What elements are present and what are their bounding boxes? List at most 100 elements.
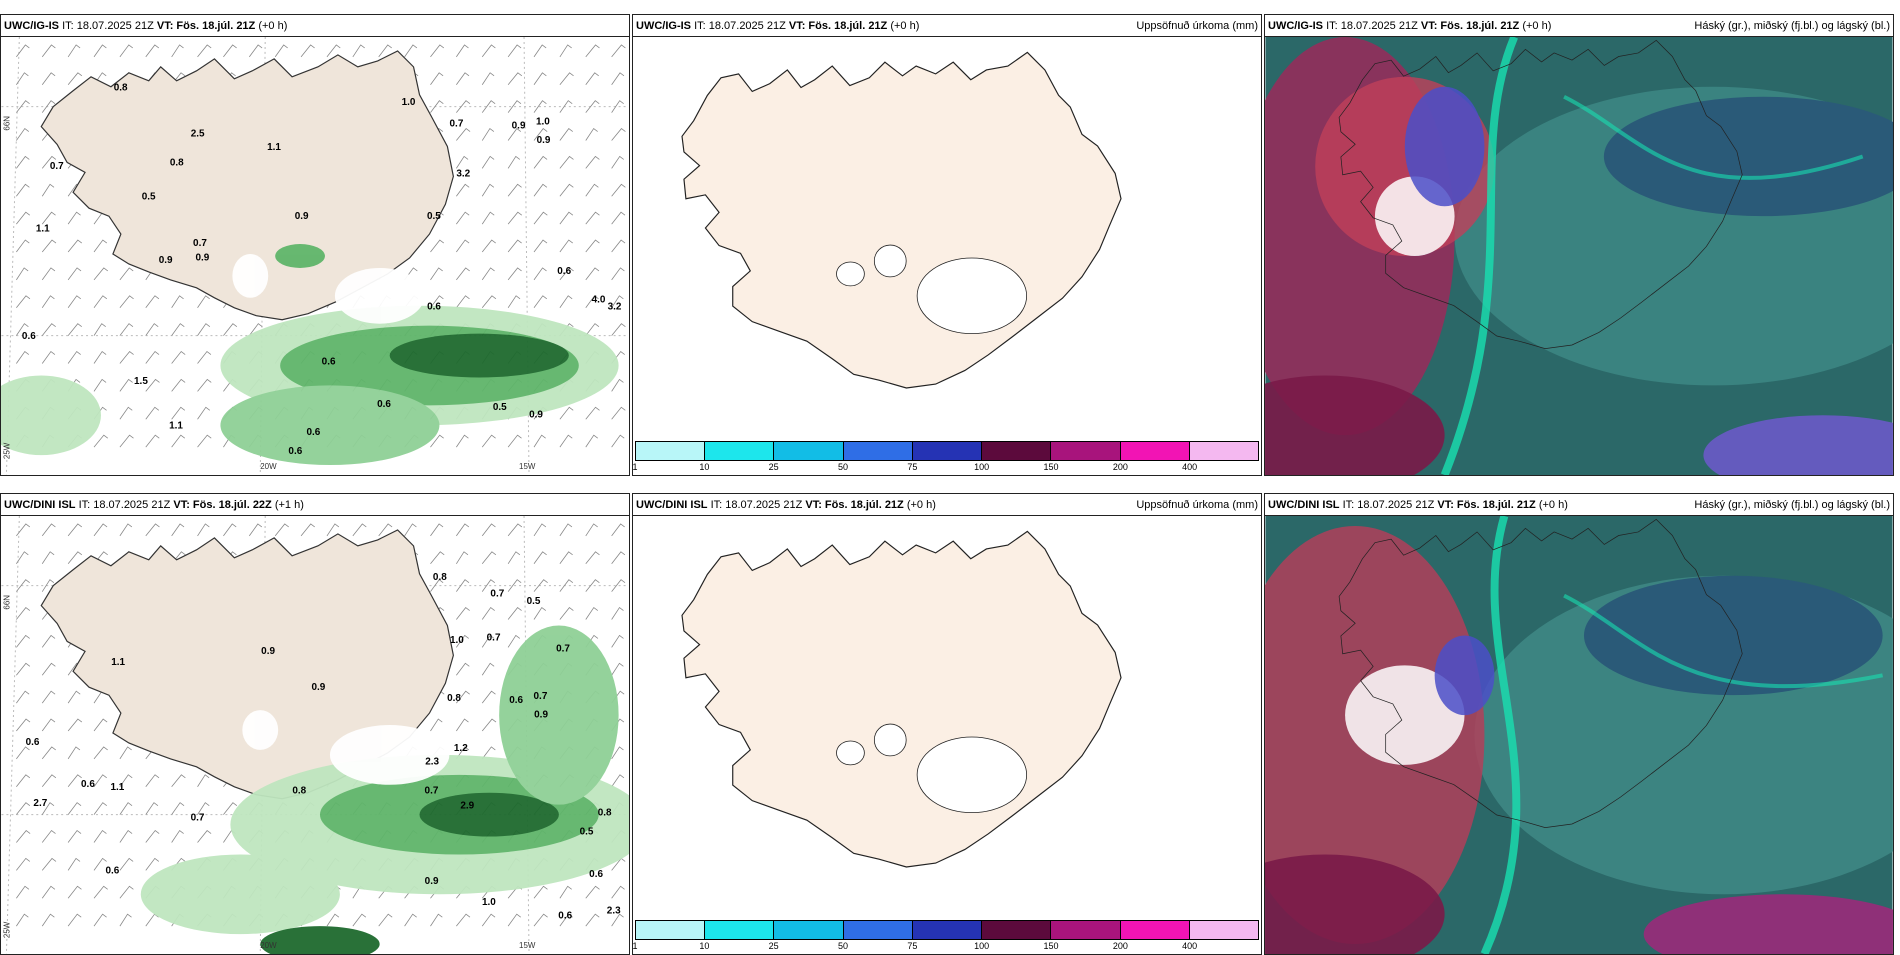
wind-barb — [145, 323, 159, 336]
wind-barb — [456, 128, 471, 141]
wind-barb — [41, 690, 56, 704]
wind-barb — [93, 323, 106, 336]
wind-barb — [67, 802, 82, 815]
wind-barb — [67, 551, 83, 565]
wind-barb — [171, 351, 186, 364]
wind-barb — [611, 295, 624, 308]
wind-barb — [119, 295, 134, 309]
legend-tick: 50 — [837, 941, 849, 951]
wind-barb — [93, 350, 107, 364]
wind-barb — [559, 183, 574, 197]
wind-barb — [67, 774, 82, 788]
wind-barb — [41, 267, 56, 281]
wind-barb — [611, 155, 624, 169]
wind-barb — [16, 72, 29, 86]
wind-barb — [585, 607, 599, 620]
wind-barb — [16, 662, 31, 676]
precip-value-label: 0.9 — [195, 252, 209, 263]
wind-barb — [326, 44, 341, 58]
precip-value-label: 0.9 — [529, 410, 543, 421]
wind-barb — [223, 523, 237, 537]
map-canvas — [1265, 516, 1893, 954]
wind-barb — [404, 44, 418, 58]
map-canvas — [633, 37, 1261, 475]
wind-barb — [16, 267, 29, 281]
panel-clouds-dini: UWC/DINI ISL IT: 18.07.2025 21Z VT: Fös.… — [1264, 493, 1894, 955]
wind-barb — [533, 155, 548, 169]
wind-barb — [41, 857, 57, 871]
model-name: UWC/IG-IS — [636, 19, 691, 32]
wind-barb — [378, 523, 393, 537]
wind-barb — [559, 100, 573, 113]
wind-barb — [16, 774, 31, 788]
wind-barb — [585, 434, 599, 448]
wind-barb — [507, 523, 523, 537]
precip-value-label: 1.1 — [169, 420, 183, 431]
panel-accum-precip-dini: UWC/DINI ISL IT: 18.07.2025 21Z VT: Fös.… — [632, 493, 1262, 955]
lead-time: (+1 h) — [274, 498, 304, 511]
precip-value-label: 0.7 — [450, 119, 464, 130]
legend-swatch — [982, 442, 1052, 460]
wind-barb — [145, 351, 160, 364]
wind-barb — [16, 634, 30, 648]
wind-barb — [611, 406, 626, 420]
wind-barb — [67, 351, 81, 364]
wind-barb — [41, 579, 55, 592]
wind-barb — [16, 857, 31, 871]
wind-barb — [481, 551, 497, 565]
wind-barb — [16, 802, 31, 815]
wind-barb — [171, 774, 186, 788]
wind-barb — [248, 323, 263, 336]
wind-barb — [16, 44, 30, 58]
wind-barb — [456, 239, 470, 253]
wind-barb — [41, 718, 56, 732]
wind-barb — [223, 44, 237, 58]
precip-value-label: 0.9 — [312, 682, 326, 693]
wind-barb — [67, 267, 82, 281]
wind-barb — [611, 44, 626, 58]
precip-value-label: 0.6 — [377, 399, 391, 410]
legend-tick: 200 — [1112, 462, 1128, 472]
wind-barb — [430, 267, 443, 281]
wind-barb — [93, 434, 109, 448]
wind-barb — [559, 523, 573, 537]
wind-barb — [456, 607, 470, 620]
wind-barb — [171, 295, 184, 308]
wind-barb — [41, 913, 55, 927]
wind-barb — [533, 551, 547, 565]
wind-barb — [41, 551, 55, 565]
wind-barb — [611, 774, 625, 787]
wind-barb — [611, 323, 626, 336]
wind-barb — [119, 378, 133, 392]
wind-barb — [507, 434, 522, 448]
wind-barb — [456, 100, 471, 113]
legend-tick: 150 — [1043, 462, 1059, 472]
wind-barb — [16, 211, 31, 225]
wind-barb — [585, 551, 600, 565]
legend-tick: 1 — [632, 462, 638, 472]
wind-barb — [611, 634, 624, 648]
lon-label-20w: 20W — [260, 941, 277, 950]
precip-value-label: 0.5 — [142, 192, 156, 203]
wind-barb — [197, 434, 212, 448]
init-time: IT: 18.07.2025 21Z — [62, 19, 154, 32]
wind-barb — [456, 211, 470, 225]
wind-barb — [197, 323, 211, 336]
wind-barb — [171, 802, 185, 815]
wind-barb — [93, 378, 107, 392]
precip-value-label: 1.1 — [111, 657, 125, 668]
wind-barb — [378, 44, 392, 58]
wind-barb — [67, 323, 82, 336]
legend-tick: 50 — [837, 462, 849, 472]
legend-tick: 10 — [699, 462, 710, 472]
wind-barb — [145, 523, 160, 537]
model-name: UWC/DINI ISL — [1268, 498, 1340, 511]
wind-barb — [41, 323, 56, 336]
wind-barb — [430, 913, 443, 927]
panel-precip-wind-igis: UWC/IG-IS IT: 18.07.2025 21Z VT: Fös. 18… — [0, 14, 630, 476]
precip-value-label: 2.3 — [607, 905, 621, 916]
wind-barb — [456, 718, 469, 732]
wind-barb — [533, 913, 548, 927]
lead-time: (+0 h) — [906, 498, 936, 511]
precip-value-label: 0.9 — [534, 709, 548, 720]
